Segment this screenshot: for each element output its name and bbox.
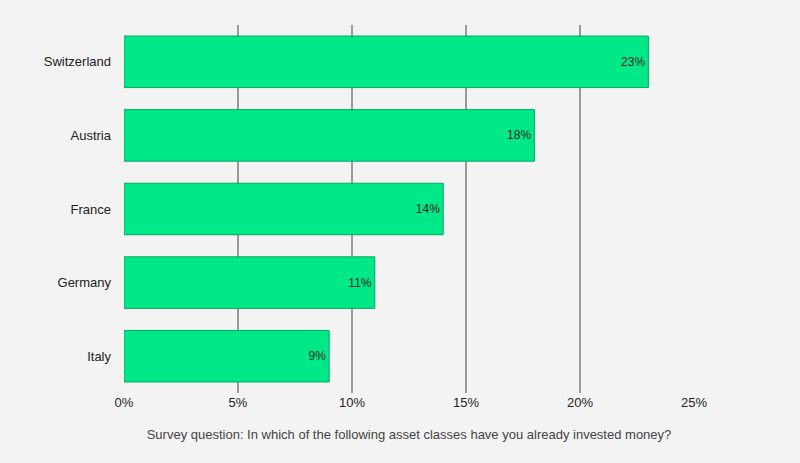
svg-text:9%: 9%: [309, 349, 327, 363]
svg-text:Germany: Germany: [58, 275, 112, 290]
svg-text:0%: 0%: [115, 395, 134, 410]
svg-text:14%: 14%: [416, 202, 440, 216]
svg-text:5%: 5%: [229, 395, 248, 410]
svg-text:10%: 10%: [339, 395, 365, 410]
svg-text:Austria: Austria: [71, 128, 112, 143]
svg-text:15%: 15%: [453, 395, 479, 410]
svg-text:11%: 11%: [348, 276, 371, 290]
svg-text:Survey question: In which of t: Survey question: In which of the followi…: [147, 427, 672, 442]
svg-text:Switzerland: Switzerland: [44, 54, 111, 69]
svg-text:20%: 20%: [567, 395, 593, 410]
svg-text:18%: 18%: [507, 128, 531, 142]
svg-text:Italy: Italy: [87, 349, 111, 364]
svg-text:23%: 23%: [621, 55, 645, 69]
svg-text:25%: 25%: [681, 395, 707, 410]
svg-text:France: France: [71, 202, 111, 217]
